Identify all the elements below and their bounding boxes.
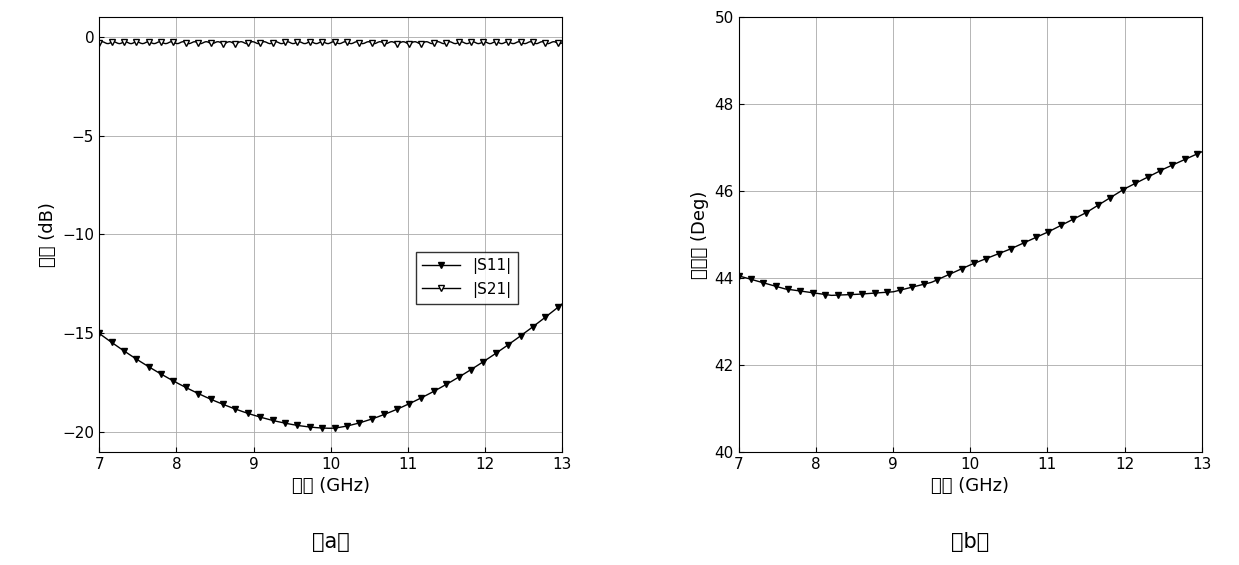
|S21|	[514, 40, 529, 46]
|S11|	[483, 353, 498, 360]
|S11|	[368, 415, 383, 421]
|S11|	[377, 411, 392, 418]
|S11|	[555, 301, 570, 307]
|S21|	[269, 38, 284, 45]
|S21|	[369, 40, 384, 46]
Y-axis label: 幅度 (dB): 幅度 (dB)	[38, 202, 57, 267]
Line: |S11|: |S11|	[97, 301, 565, 431]
|S21|	[93, 38, 108, 45]
|S11|	[322, 425, 337, 432]
|S21|	[486, 40, 501, 46]
Text: （b）: （b）	[952, 532, 989, 553]
|S21|	[368, 40, 383, 47]
X-axis label: 频率 (GHz): 频率 (GHz)	[291, 477, 369, 496]
Line: |S21|: |S21|	[97, 39, 565, 46]
|S21|	[378, 40, 393, 47]
|S21|	[377, 40, 392, 47]
Y-axis label: 相位差 (Deg): 相位差 (Deg)	[690, 190, 709, 279]
|S21|	[92, 40, 107, 46]
|S11|	[513, 332, 528, 339]
Text: （a）: （a）	[312, 532, 349, 553]
|S21|	[555, 40, 570, 46]
|S11|	[92, 330, 107, 337]
|S11|	[369, 414, 384, 421]
X-axis label: 频率 (GHz): 频率 (GHz)	[932, 477, 1010, 496]
|S11|	[93, 331, 108, 338]
Legend: |S11|, |S21|: |S11|, |S21|	[416, 252, 518, 304]
